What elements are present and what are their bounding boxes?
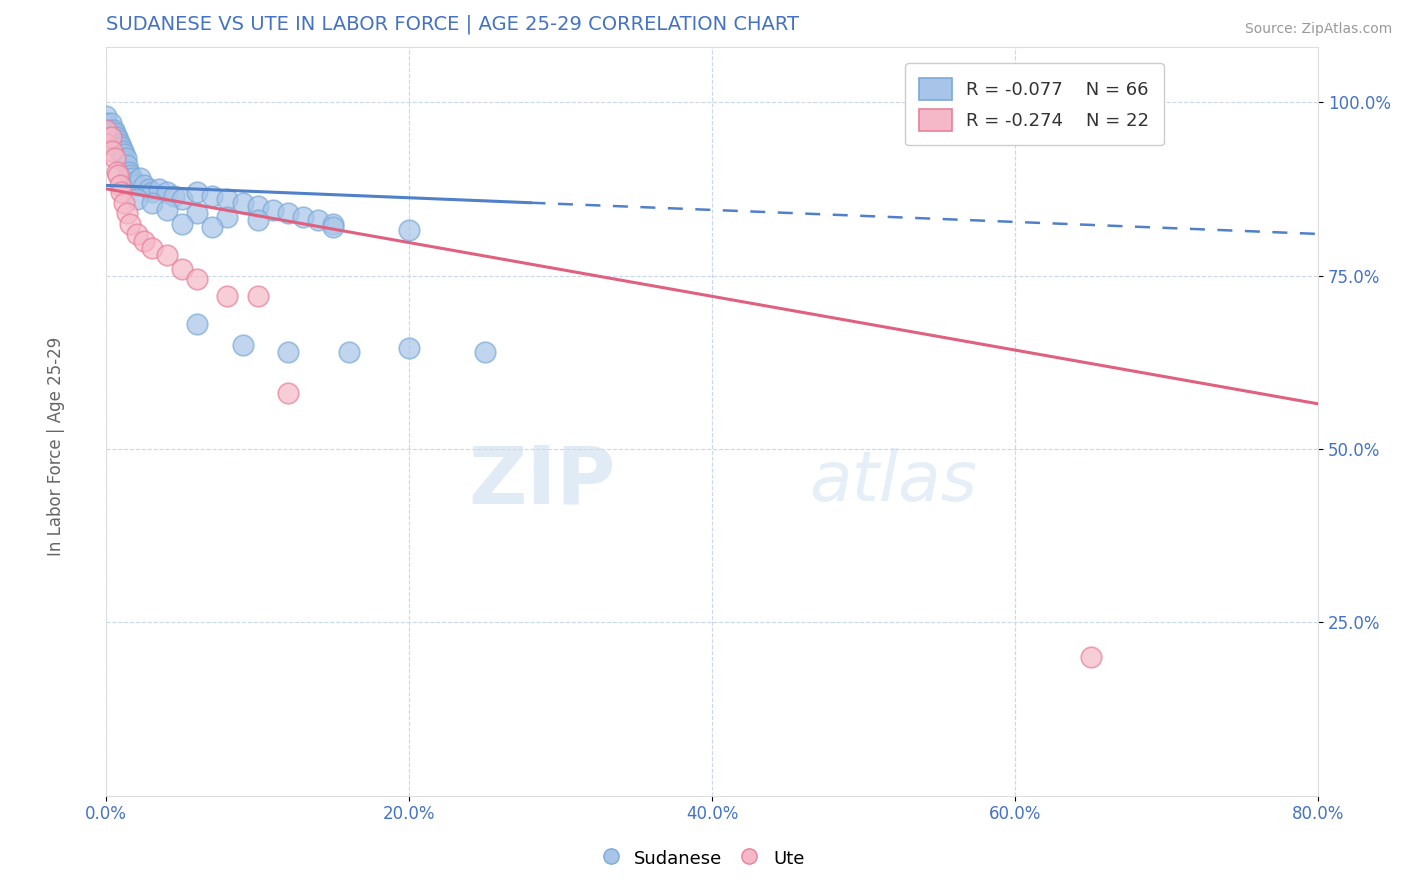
Text: In Labor Force | Age 25-29: In Labor Force | Age 25-29: [48, 336, 65, 556]
Point: [105, 129, 128, 144]
Point: [170, 217, 193, 231]
Point: [128, 171, 150, 186]
Point: [217, 289, 239, 303]
Point: [232, 195, 254, 210]
Point: [125, 178, 148, 193]
Point: [156, 202, 179, 217]
Point: [322, 217, 344, 231]
Point: [108, 178, 131, 193]
Point: [107, 168, 129, 182]
Point: [121, 171, 143, 186]
Point: [125, 192, 148, 206]
Point: [112, 195, 135, 210]
Point: [96, 136, 118, 151]
Point: [96, 123, 118, 137]
Point: [474, 344, 496, 359]
Point: [277, 344, 299, 359]
Point: [138, 182, 160, 196]
Point: [117, 206, 139, 220]
Point: [112, 147, 135, 161]
Point: [101, 144, 124, 158]
Point: [110, 140, 132, 154]
Point: [148, 182, 170, 196]
Point: [217, 210, 239, 224]
Point: [101, 133, 124, 147]
Point: [201, 219, 224, 234]
Point: [120, 168, 142, 182]
Point: [100, 129, 122, 144]
Point: [337, 344, 360, 359]
Point: [96, 109, 118, 123]
Point: [122, 175, 145, 189]
Point: [96, 123, 118, 137]
Point: [112, 154, 135, 169]
Point: [170, 192, 193, 206]
Point: [217, 192, 239, 206]
Point: [104, 127, 127, 141]
Point: [186, 272, 208, 286]
Point: [96, 129, 118, 144]
Point: [105, 136, 128, 151]
Point: [398, 342, 420, 356]
Point: [292, 210, 315, 224]
Point: [170, 261, 193, 276]
Point: [105, 164, 128, 178]
Point: [111, 144, 134, 158]
Point: [186, 206, 208, 220]
Point: [103, 129, 125, 144]
Point: [110, 186, 132, 200]
Point: [110, 147, 132, 161]
Point: [118, 164, 141, 178]
Point: [277, 386, 299, 401]
Text: atlas: atlas: [810, 448, 977, 515]
Point: [132, 234, 155, 248]
Point: [322, 219, 344, 234]
Point: [132, 178, 155, 193]
Point: [100, 123, 122, 137]
Point: [115, 151, 138, 165]
Point: [398, 223, 420, 237]
Text: SUDANESE VS UTE IN LABOR FORCE | AGE 25-29 CORRELATION CHART: SUDANESE VS UTE IN LABOR FORCE | AGE 25-…: [107, 15, 799, 35]
Point: [101, 127, 124, 141]
Point: [163, 188, 186, 202]
Text: Source: ZipAtlas.com: Source: ZipAtlas.com: [1244, 22, 1392, 37]
Point: [307, 213, 329, 227]
Point: [96, 136, 118, 151]
Point: [104, 133, 127, 147]
Point: [141, 186, 163, 200]
Legend: R = -0.077    N = 66, R = -0.274    N = 22: R = -0.077 N = 66, R = -0.274 N = 22: [905, 63, 1164, 145]
Point: [141, 195, 163, 210]
Point: [232, 338, 254, 352]
Point: [262, 202, 284, 217]
Point: [108, 136, 131, 151]
Point: [246, 289, 269, 303]
Point: [120, 217, 142, 231]
Point: [104, 151, 127, 165]
Point: [277, 206, 299, 220]
Point: [246, 213, 269, 227]
Point: [107, 133, 129, 147]
Point: [156, 186, 179, 200]
Text: ZIP: ZIP: [468, 442, 616, 520]
Point: [186, 186, 208, 200]
Point: [96, 116, 118, 130]
Point: [1080, 650, 1102, 665]
Point: [117, 158, 139, 172]
Point: [100, 116, 122, 130]
Point: [141, 241, 163, 255]
Point: [246, 199, 269, 213]
Point: [125, 227, 148, 241]
Point: [186, 317, 208, 331]
Point: [108, 144, 131, 158]
Legend: Sudanese, Ute: Sudanese, Ute: [593, 838, 813, 879]
Point: [107, 140, 129, 154]
Point: [201, 188, 224, 202]
Point: [103, 123, 125, 137]
Point: [111, 151, 134, 165]
Point: [156, 248, 179, 262]
